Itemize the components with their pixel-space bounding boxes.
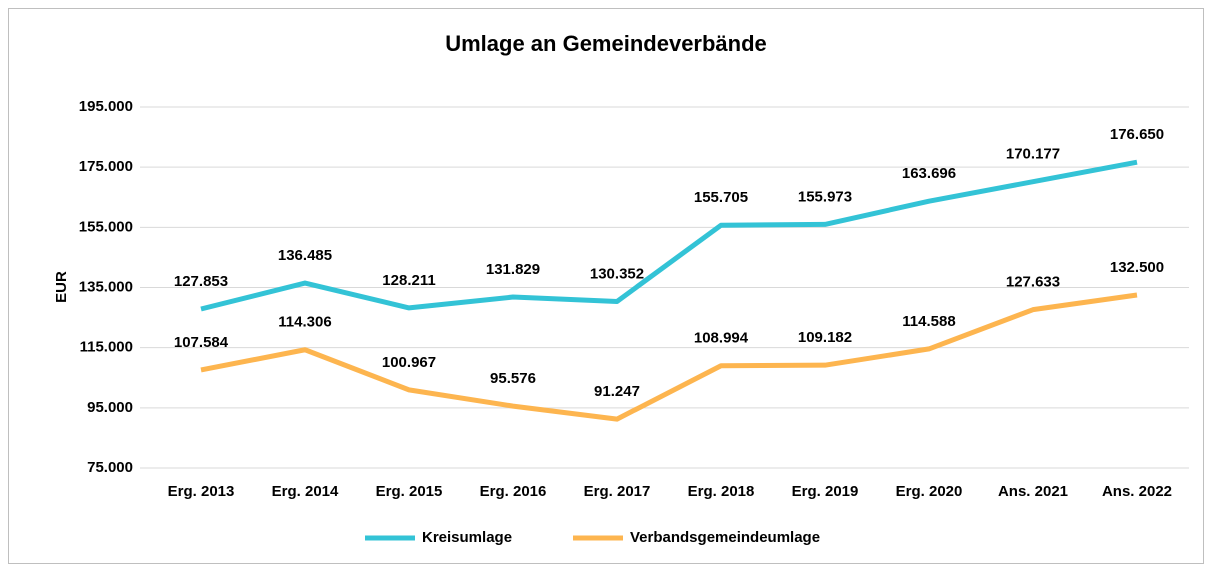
data-label: 108.994 bbox=[694, 330, 749, 347]
data-label: 127.853 bbox=[174, 273, 228, 290]
y-axis-label: EUR bbox=[53, 271, 70, 303]
x-tick-label: Erg. 2015 bbox=[376, 483, 443, 500]
data-label: 109.182 bbox=[798, 329, 852, 346]
x-tick-label: Erg. 2020 bbox=[896, 483, 963, 500]
data-label: 170.177 bbox=[1006, 146, 1060, 163]
data-label: 132.500 bbox=[1110, 259, 1164, 276]
data-label: 114.306 bbox=[278, 314, 331, 331]
x-tick-label: Erg. 2014 bbox=[272, 483, 339, 500]
legend-label: Kreisumlage bbox=[422, 529, 512, 546]
data-label: 176.650 bbox=[1110, 126, 1164, 143]
data-label: 128.211 bbox=[382, 272, 435, 289]
data-label: 163.696 bbox=[902, 165, 956, 182]
chart-title: Umlage an Gemeindeverbände bbox=[445, 31, 767, 56]
data-label: 127.633 bbox=[1006, 274, 1060, 291]
y-tick-label: 135.000 bbox=[79, 278, 133, 295]
y-tick-label: 195.000 bbox=[79, 98, 133, 115]
data-label: 107.584 bbox=[174, 334, 229, 351]
x-tick-label: Erg. 2019 bbox=[792, 483, 859, 500]
x-tick-label: Ans. 2022 bbox=[1102, 483, 1172, 500]
data-label: 91.247 bbox=[594, 383, 640, 400]
data-label: 155.705 bbox=[694, 189, 748, 206]
legend-label: Verbandsgemeindeumlage bbox=[630, 529, 820, 546]
data-label: 95.576 bbox=[490, 370, 536, 387]
chart-border bbox=[8, 8, 1204, 564]
series-line bbox=[200, 159, 1138, 312]
series-line bbox=[200, 292, 1138, 422]
data-label: 130.352 bbox=[590, 265, 644, 282]
data-label: 155.973 bbox=[798, 188, 852, 205]
x-tick-label: Erg. 2013 bbox=[168, 483, 235, 500]
y-tick-label: 175.000 bbox=[79, 158, 133, 175]
data-label: 100.967 bbox=[382, 354, 436, 371]
x-tick-label: Ans. 2021 bbox=[998, 483, 1068, 500]
data-label: 114.588 bbox=[902, 313, 955, 330]
y-tick-label: 115.000 bbox=[80, 339, 133, 356]
data-label: 136.485 bbox=[278, 247, 332, 264]
x-tick-label: Erg. 2017 bbox=[584, 483, 651, 500]
x-tick-label: Erg. 2018 bbox=[688, 483, 755, 500]
y-tick-label: 95.000 bbox=[87, 399, 133, 416]
x-tick-label: Erg. 2016 bbox=[480, 483, 547, 500]
data-label: 131.829 bbox=[486, 261, 540, 278]
y-tick-label: 75.000 bbox=[87, 459, 133, 476]
y-tick-label: 155.000 bbox=[79, 218, 133, 235]
